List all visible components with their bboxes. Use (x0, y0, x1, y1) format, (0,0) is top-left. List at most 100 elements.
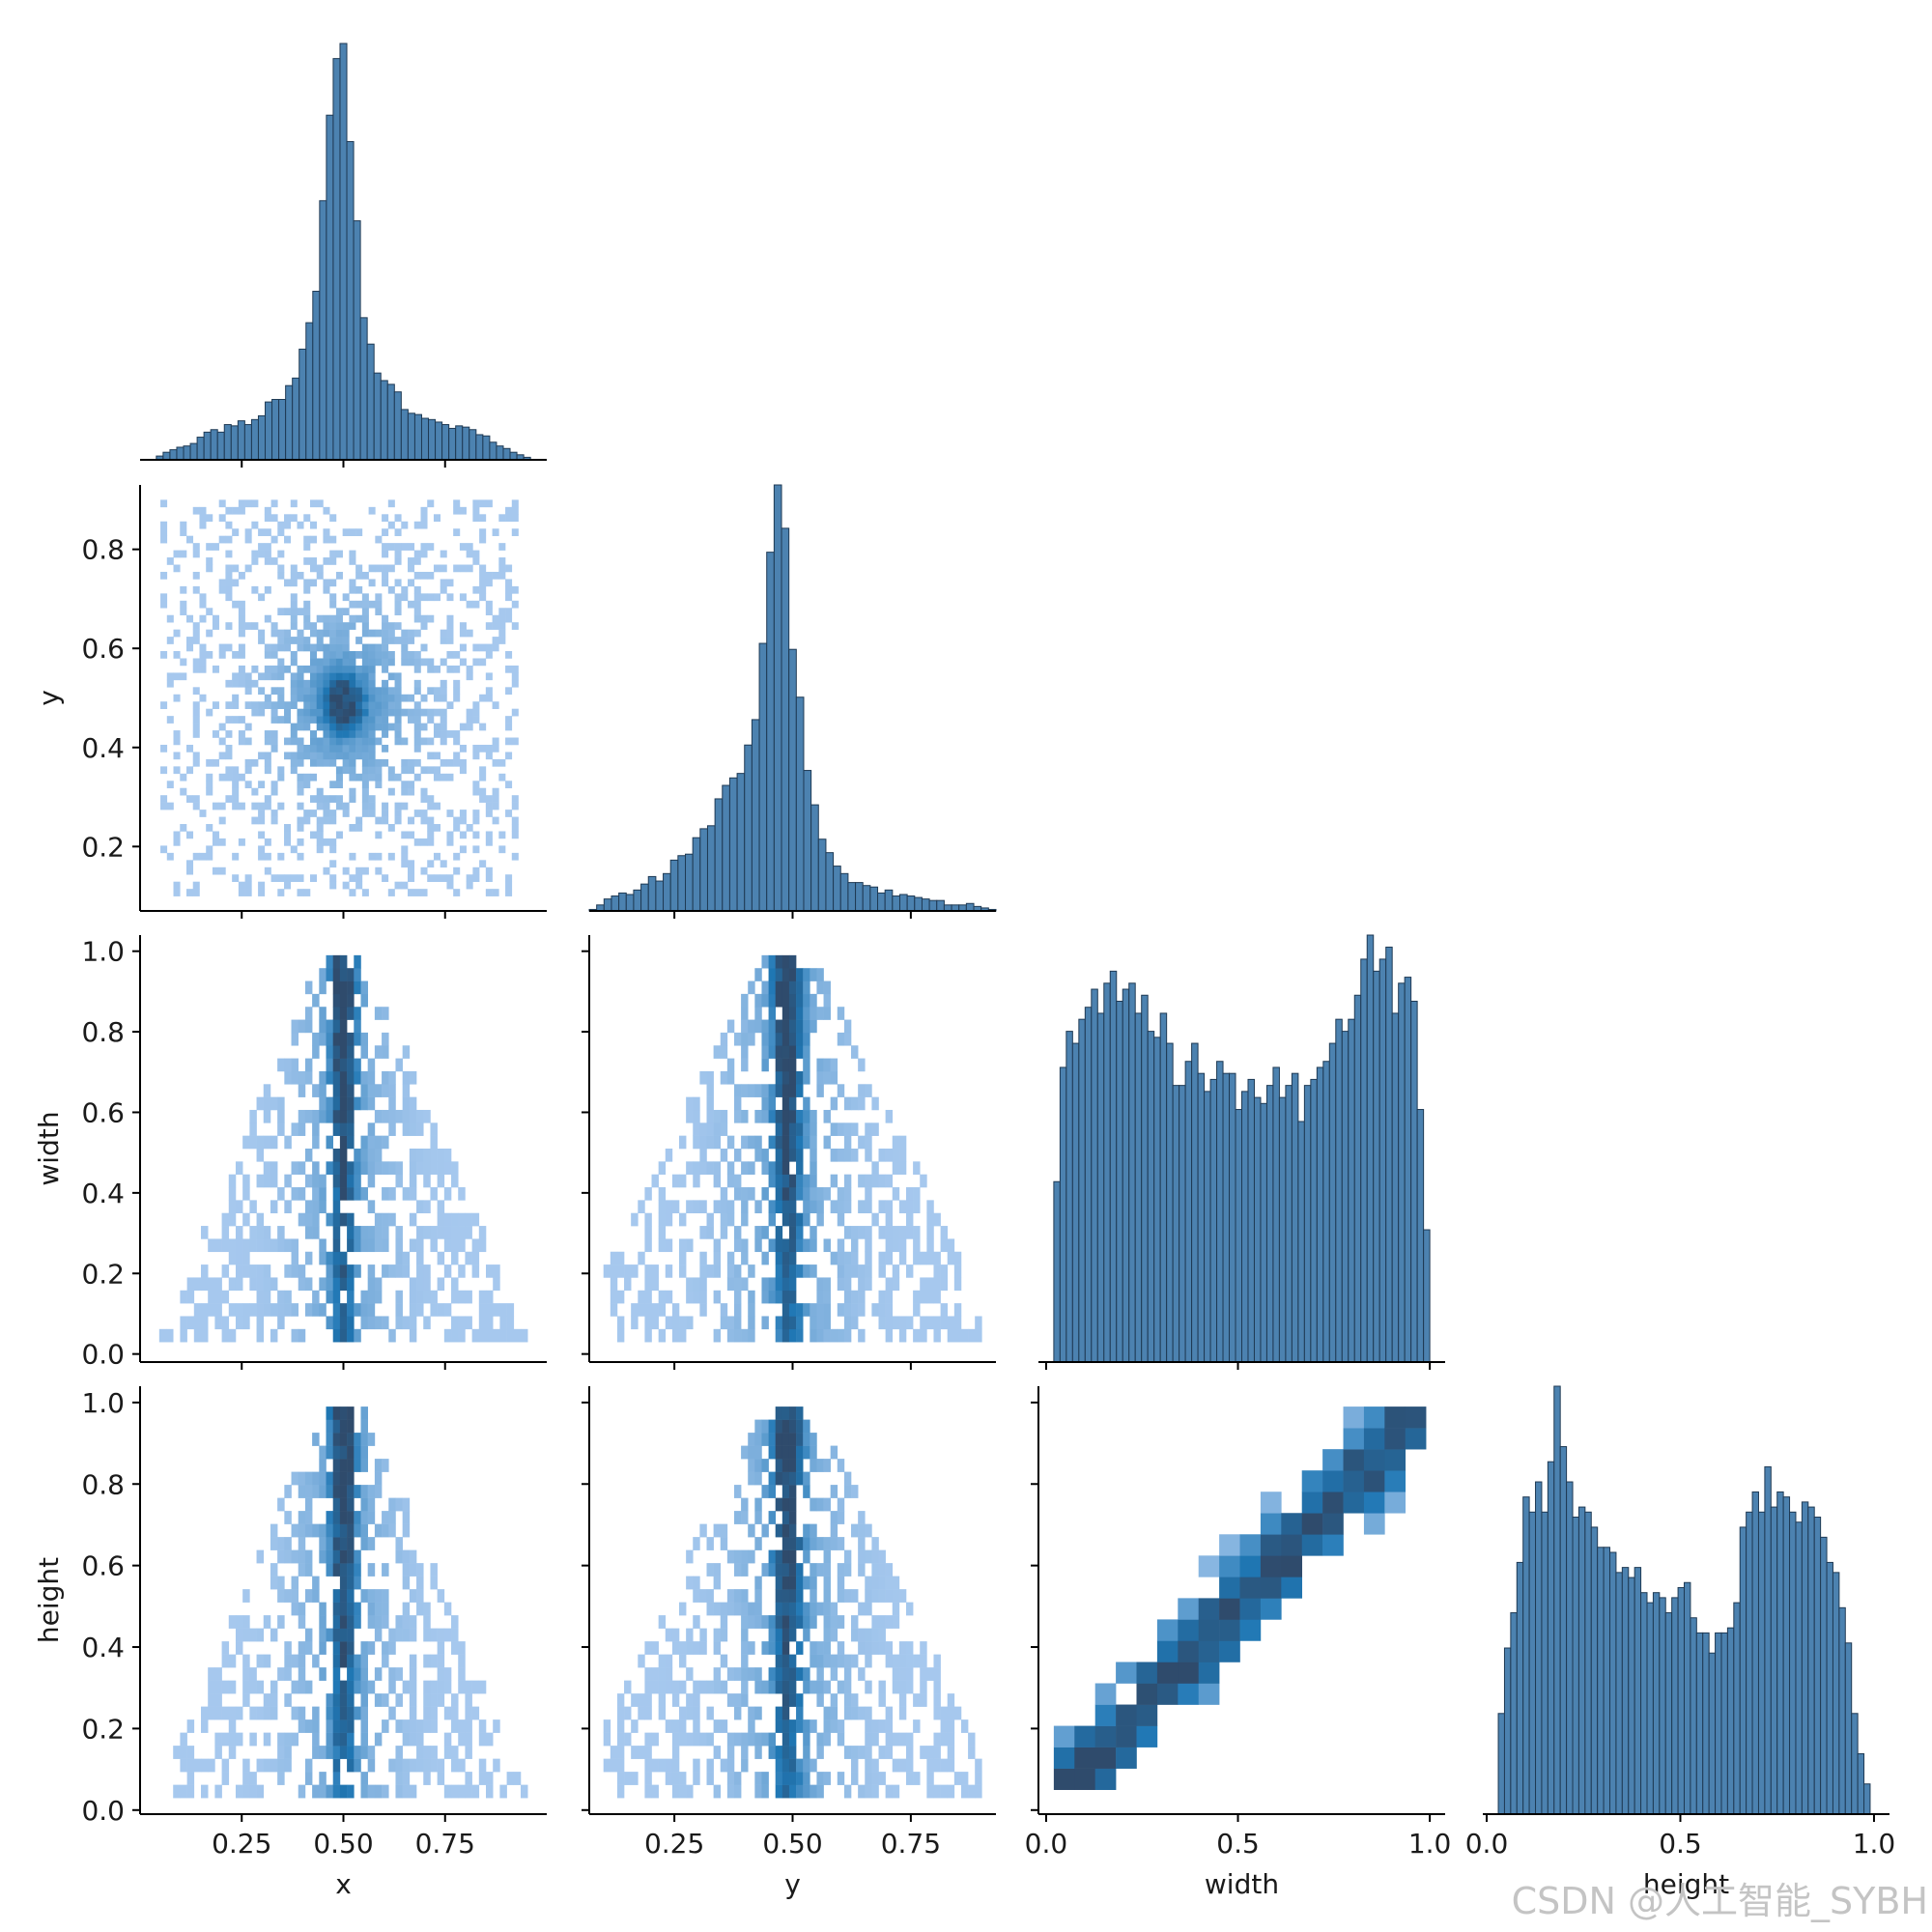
heatmap-cell (309, 564, 318, 573)
hist-x-panel (156, 43, 531, 461)
heatmap-cell (493, 1328, 500, 1343)
heatmap-cell (264, 766, 271, 775)
heatmap-cell (761, 1615, 769, 1629)
heatmap-cell (748, 1187, 755, 1201)
heatmap-cell (335, 737, 343, 746)
heatmap-cell (816, 1212, 824, 1227)
y-tick-label: 0.4 (81, 1178, 125, 1209)
heatmap-cell (303, 744, 311, 753)
heatmap-cell (212, 831, 219, 839)
heatmap-cell (775, 1406, 783, 1420)
heatmap-cell (374, 1615, 383, 1629)
heatmap-cell (775, 1058, 783, 1072)
heatmap-cell (193, 1303, 202, 1317)
hist-y-bar (833, 866, 841, 912)
heatmap-cell (284, 1732, 292, 1747)
heatmap-cell (270, 787, 278, 796)
heatmap-cell (459, 744, 467, 753)
heatmap-cell (335, 637, 343, 644)
heatmap-cell (332, 1471, 341, 1486)
heatmap-cell (270, 1174, 278, 1188)
heatmap-cell (349, 579, 356, 587)
heatmap-cell (394, 637, 402, 644)
heatmap-cell (413, 758, 421, 767)
heatmap-cell (803, 968, 810, 981)
heatmap-cell (913, 1200, 921, 1214)
heatmap-cell (892, 1161, 900, 1175)
heatmap-cell (803, 1187, 810, 1201)
heatmap-cell (349, 557, 356, 565)
heatmap-cell (658, 1693, 667, 1707)
hist-width-bar (1159, 1012, 1168, 1363)
heatmap-cell (713, 1628, 722, 1642)
heatmap-cell (199, 651, 207, 659)
heatmap-cell (1260, 1577, 1282, 1599)
heatmap-cell (332, 1096, 341, 1111)
heatmap-cell (304, 1019, 313, 1034)
heatmap-cell (933, 1654, 941, 1668)
heatmap-cell (367, 1174, 376, 1188)
heatmap-cell (788, 1693, 797, 1707)
heatmap-cell (416, 1264, 424, 1278)
heatmap-cell (788, 1058, 797, 1072)
heatmap-cell (443, 1238, 452, 1253)
heatmap-cell (360, 1032, 368, 1046)
heatmap-cell (323, 744, 330, 753)
heatmap-cell (387, 543, 395, 551)
heatmap-cell (624, 1264, 632, 1278)
heatmap-cell (214, 1303, 222, 1317)
heatmap-cell (741, 1109, 749, 1123)
heatmap-cell (843, 1277, 852, 1292)
heatmap-cell (339, 1122, 348, 1136)
heatmap-cell (290, 564, 298, 573)
heatmap-cell (1343, 1428, 1365, 1450)
hist-x-bar (312, 291, 321, 461)
heatmap-cell (858, 1290, 866, 1304)
heatmap-cell (244, 701, 252, 709)
heatmap-cell (382, 1226, 389, 1239)
heatmap-cell (367, 1070, 376, 1085)
heatmap-cell (843, 1316, 852, 1330)
heatmap-cell (228, 1654, 237, 1668)
heatmap-cell (878, 1549, 886, 1564)
heatmap-cell (892, 1602, 900, 1616)
heatmap-cell (409, 1290, 417, 1304)
heatmap-cell (486, 1303, 494, 1317)
heatmap-cell (416, 1226, 424, 1239)
heatmap-cell (416, 1746, 424, 1759)
heatmap-cell (631, 1212, 639, 1227)
heatmap-cell (803, 1758, 810, 1773)
heatmap-cell (433, 874, 440, 882)
heatmap-cell (1343, 1406, 1365, 1429)
heatmap-cell (1053, 1747, 1075, 1769)
heatmap-cell (505, 810, 513, 817)
heatmap-cell (610, 1277, 618, 1292)
heatmap-cell (206, 773, 213, 781)
heatmap-cell (312, 1161, 320, 1175)
heatmap-cell (1239, 1619, 1262, 1641)
heatmap-cell (309, 579, 318, 587)
heatmap-cell (387, 629, 395, 638)
heatmap-cell (332, 1654, 341, 1668)
heatmap-cell (843, 1746, 852, 1759)
heatmap-cell (361, 867, 369, 875)
axes-height-y (582, 1386, 996, 1822)
heatmap-cell (823, 1238, 831, 1253)
heatmap-cell (505, 506, 513, 515)
heatmap-cell (754, 993, 762, 1008)
heatmap-cell (437, 1174, 445, 1188)
heatmap-cell (374, 1459, 383, 1472)
heatmap-cell (326, 1746, 334, 1759)
hist-height-bar (1776, 1491, 1784, 1815)
heatmap-cell (926, 1251, 934, 1265)
heatmap-cell (382, 1316, 389, 1330)
heatmap-cell (180, 1784, 187, 1799)
heatmap-cell (218, 816, 226, 825)
heatmap-cell (443, 1149, 452, 1162)
heatmap-cell (892, 1264, 900, 1278)
heatmap-cell (382, 758, 389, 767)
heatmap-cell (720, 1537, 728, 1550)
heatmap-cell (479, 694, 487, 702)
heatmap-cell (264, 651, 271, 659)
heatmap-cell (768, 1628, 776, 1642)
